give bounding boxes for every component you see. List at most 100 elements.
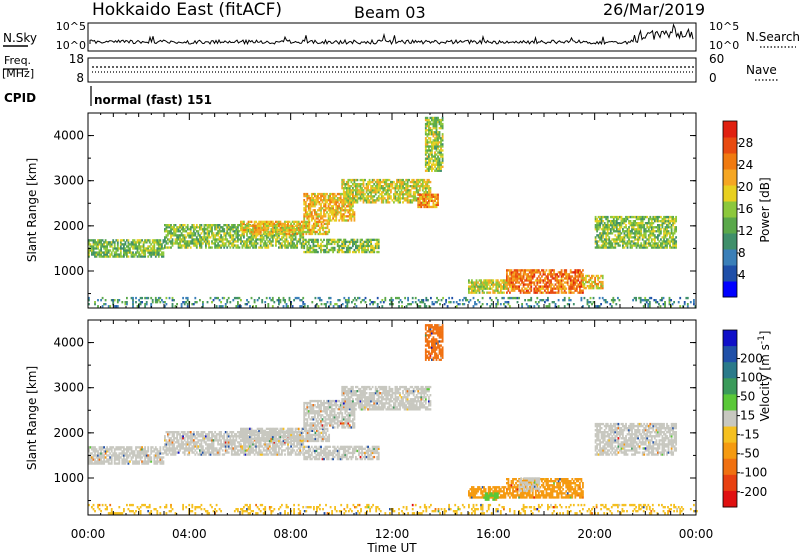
data-cell: [247, 236, 250, 239]
data-cell: [474, 291, 476, 294]
data-cell: [471, 291, 473, 294]
data-cell: [253, 224, 256, 228]
data-cell: [159, 243, 162, 246]
data-cell: [409, 185, 412, 188]
data-cell: [264, 226, 267, 230]
data-cell: [127, 251, 130, 254]
data-cell: [110, 458, 113, 461]
data-cell: [318, 215, 321, 218]
data-cell: [507, 269, 510, 272]
data-cell: [399, 185, 401, 188]
data-cell: [310, 217, 313, 220]
data-cell: [353, 201, 356, 204]
data-cell: [135, 253, 137, 256]
data-cell: [382, 201, 385, 204]
data-cell: [347, 180, 350, 184]
data-cell: [569, 299, 572, 302]
data-cell: [472, 285, 475, 288]
data-cell: [393, 201, 395, 204]
data-cell: [370, 201, 373, 204]
data-cell: [557, 291, 560, 294]
data-cell: [368, 191, 371, 194]
data-cell: [575, 275, 578, 278]
data-cell: [490, 281, 493, 284]
data-cell: [478, 285, 481, 288]
data-cell: [183, 244, 186, 247]
data-cell: [326, 301, 329, 304]
data-cell: [619, 228, 621, 231]
data-cell: [291, 228, 294, 232]
data-cell: [119, 446, 122, 449]
data-cell: [519, 269, 522, 272]
data-cell: [317, 209, 319, 212]
data-cell: [672, 234, 675, 237]
data-cell: [223, 232, 226, 235]
data-cell: [524, 273, 527, 276]
data-cell: [631, 244, 633, 247]
data-cell: [223, 224, 226, 227]
data-cell: [345, 180, 348, 184]
data-cell: [359, 199, 362, 202]
data-cell: [373, 189, 376, 192]
data-cell: [556, 273, 559, 276]
data-cell: [434, 151, 436, 154]
data-cell: [285, 236, 288, 239]
data-cell: [168, 226, 171, 229]
data-cell: [608, 242, 611, 245]
data-cell: [89, 460, 92, 463]
data-cell: [592, 285, 595, 288]
data-cell: [278, 303, 280, 306]
data-cell: [405, 187, 408, 190]
data-cell: [539, 289, 542, 292]
data-cell: [238, 296, 241, 300]
data-cell: [435, 145, 438, 148]
data-cell: [644, 246, 647, 249]
data-cell: [189, 246, 192, 249]
data-cell: [262, 242, 265, 245]
data-cell: [97, 462, 99, 465]
data-cell: [268, 230, 271, 234]
data-cell: [297, 222, 300, 226]
data-cell: [545, 305, 548, 308]
data-cell: [118, 247, 121, 250]
data-cell: [265, 230, 268, 233]
data-cell: [406, 189, 409, 192]
data-cell: [208, 244, 210, 247]
data-cell: [368, 244, 371, 248]
data-cell: [317, 192, 319, 196]
data-cell: [364, 246, 366, 250]
data-cell: [92, 448, 95, 451]
data-cell: [477, 287, 479, 290]
data-cell: [426, 118, 429, 122]
data-cell: [426, 180, 429, 184]
data-cell: [176, 242, 179, 245]
data-cell: [434, 153, 436, 156]
data-cell: [399, 299, 402, 302]
data-cell: [673, 220, 676, 223]
data-cell: [374, 193, 377, 196]
data-cell: [311, 228, 314, 232]
data-cell: [435, 122, 438, 126]
data-cell: [336, 242, 339, 246]
data-cell: [566, 275, 569, 278]
data-cell: [603, 244, 606, 247]
data-cell: [553, 277, 555, 280]
data-cell: [634, 236, 637, 239]
data-cell: [116, 446, 119, 449]
data-cell: [203, 226, 206, 229]
data-cell: [347, 205, 350, 208]
data-cell: [369, 303, 372, 306]
data-cell: [397, 197, 400, 200]
data-cell: [352, 238, 354, 242]
data-cell: [320, 222, 323, 226]
data-cell: [285, 224, 288, 227]
data-cell: [626, 240, 629, 243]
data-cell: [583, 276, 586, 280]
data-cell: [638, 246, 641, 249]
data-cell: [638, 226, 641, 229]
data-cell: [472, 287, 475, 290]
data-cell: [339, 207, 342, 210]
data-cell: [614, 220, 617, 223]
data-cell: [571, 283, 574, 286]
data-cell: [574, 283, 577, 286]
